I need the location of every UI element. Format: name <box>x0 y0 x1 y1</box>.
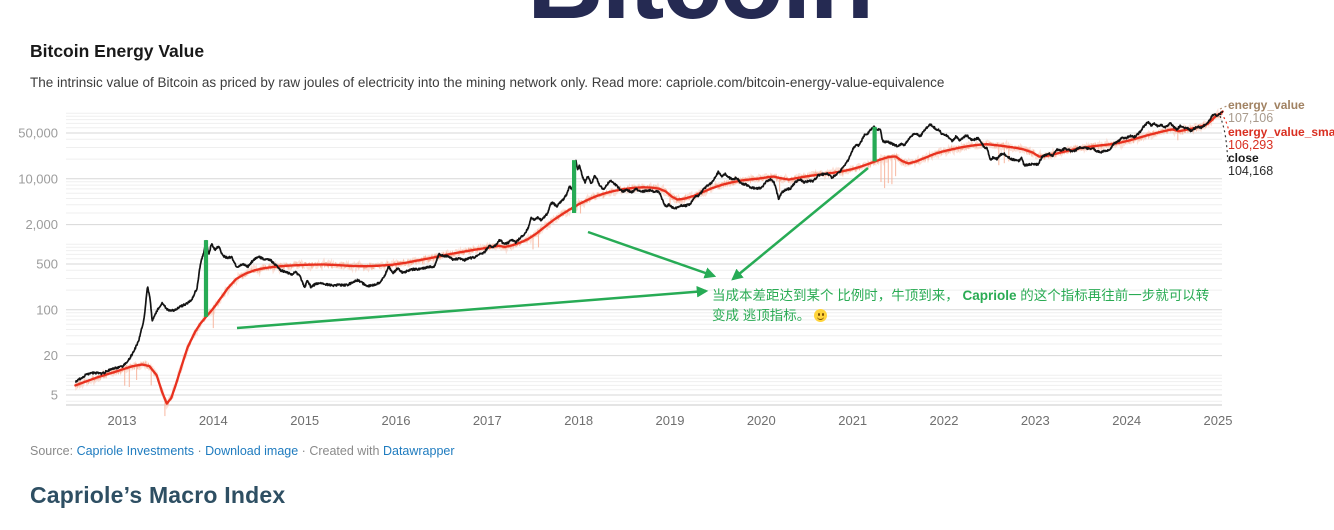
next-section-heading: Capriole’s Macro Index <box>30 482 286 508</box>
y-axis-tick: 500 <box>36 257 58 272</box>
x-axis-tick: 2019 <box>656 413 685 428</box>
download-image-link[interactable]: Download image <box>205 444 299 458</box>
x-axis-tick: 2023 <box>1021 413 1050 428</box>
chart-legend: energy_value 107,106 energy_value_sma 10… <box>1228 99 1334 179</box>
x-axis-tick: 2020 <box>747 413 776 428</box>
legend-label: energy_value_sma <box>1228 124 1334 139</box>
smiley-emoji-icon <box>814 309 828 322</box>
x-axis-tick: 2017 <box>473 413 502 428</box>
y-axis-tick: 20 <box>44 348 58 363</box>
x-axis-tick: 2016 <box>382 413 411 428</box>
y-axis-tick: 100 <box>36 302 58 317</box>
x-axis-tick: 2021 <box>838 413 867 428</box>
chart-subtitle: The intrinsic value of Bitcoin as priced… <box>30 75 945 90</box>
y-axis-tick: 10,000 <box>18 171 58 186</box>
created-with-text: Created with <box>309 444 383 458</box>
chart-title: Bitcoin Energy Value <box>30 41 205 61</box>
x-axis-tick: 2015 <box>290 413 319 428</box>
x-axis-tick: 2025 <box>1204 413 1233 428</box>
y-axis-tick: 2,000 <box>25 217 58 232</box>
legend-entry-energy-value: energy_value 107,106 <box>1228 99 1334 126</box>
legend-value: 104,168 <box>1228 164 1274 178</box>
annotation-text: 当成本差距达到某个 比例时，牛顶到来， Capriole 的这个指标再往前一步就… <box>712 286 1214 326</box>
x-axis-tick: 2014 <box>199 413 228 428</box>
x-axis-tick: 2018 <box>564 413 593 428</box>
legend-entry-close: close 104,168 <box>1228 152 1334 179</box>
legend-label: close <box>1228 151 1259 165</box>
legend-value: 106,293 <box>1228 137 1274 152</box>
separator-dot: · <box>298 444 310 458</box>
chart-footer: Source: Capriole Investments · Download … <box>30 444 455 458</box>
x-axis-tick: 2013 <box>108 413 137 428</box>
x-axis-tick: 2024 <box>1112 413 1141 428</box>
clipped-article-heading: Bitcoin <box>527 0 874 35</box>
y-axis-tick: 5 <box>51 388 58 403</box>
source-link-capriole[interactable]: Capriole Investments <box>76 444 194 458</box>
legend-entry-energy-value-sma: energy_value_sma 106,293 <box>1228 124 1334 153</box>
x-axis-tick: 2022 <box>930 413 959 428</box>
legend-value: 107,106 <box>1228 111 1274 125</box>
annotation-part2: 的这个指标再往前一步就可以转变成 逃顶指标。 <box>712 288 1210 323</box>
annotation-capriole: Capriole <box>962 288 1017 303</box>
annotation-part1: 当成本差距达到某个 比例时，牛顶到来， <box>712 288 963 303</box>
y-axis-tick: 50,000 <box>18 126 58 141</box>
legend-label: energy_value <box>1228 98 1305 112</box>
separator-dot: · <box>193 444 206 458</box>
source-prefix: Source: <box>30 444 77 458</box>
datawrapper-link[interactable]: Datawrapper <box>382 444 455 458</box>
